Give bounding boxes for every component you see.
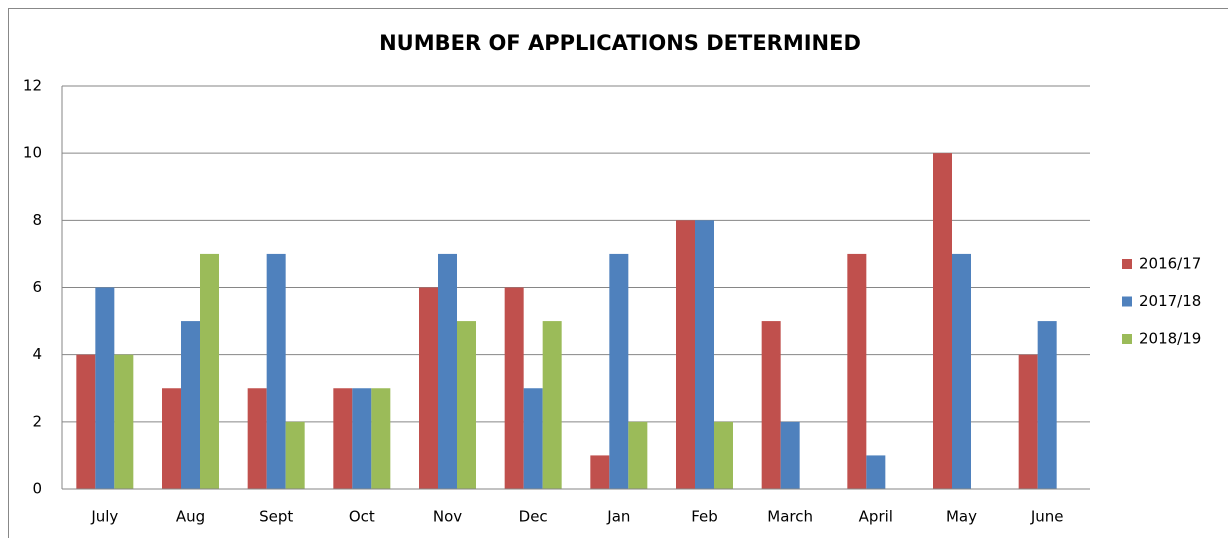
x-tick-label: Feb <box>691 508 718 526</box>
bar <box>866 455 886 489</box>
bar <box>590 455 610 489</box>
y-tick-label: 6 <box>32 278 42 296</box>
bar <box>266 253 286 489</box>
bar <box>371 388 391 489</box>
bar <box>714 421 733 489</box>
bar <box>542 321 562 489</box>
y-tick-label: 2 <box>32 412 42 430</box>
x-tick-label: July <box>90 508 118 526</box>
y-tick-label: 0 <box>32 480 42 498</box>
bar <box>761 321 781 489</box>
legend-swatch <box>1122 296 1132 307</box>
chart-title: NUMBER OF APPLICATIONS DETERMINED <box>379 31 861 55</box>
x-tick-label: March <box>767 508 813 526</box>
bar <box>114 354 134 489</box>
bar <box>780 421 800 489</box>
bar <box>609 253 629 489</box>
bar <box>847 253 867 489</box>
x-tick-label: Sept <box>259 508 293 526</box>
bar <box>1018 354 1038 489</box>
bar <box>628 421 648 489</box>
x-tick-label: Aug <box>176 508 205 526</box>
y-tick-label: 4 <box>32 345 42 363</box>
bar <box>504 287 524 489</box>
bar <box>162 388 181 489</box>
x-tick-label: May <box>946 508 977 526</box>
x-tick-label: Nov <box>433 508 462 526</box>
bar <box>676 220 695 490</box>
legend-label: 2018/19 <box>1139 330 1201 348</box>
bar <box>247 388 267 489</box>
legend-label: 2016/17 <box>1139 255 1201 273</box>
y-tick-label: 12 <box>23 77 42 95</box>
bar <box>1037 321 1057 489</box>
y-tick-label: 8 <box>32 211 42 229</box>
bar <box>200 253 219 489</box>
x-tick-label: Dec <box>519 508 548 526</box>
bar <box>181 321 200 489</box>
bar <box>523 388 543 489</box>
legend-label: 2017/18 <box>1139 292 1201 310</box>
bar <box>285 421 305 489</box>
bar <box>352 388 372 489</box>
x-tick-label: June <box>1030 508 1064 526</box>
bar <box>76 354 96 489</box>
legend-swatch <box>1122 334 1132 344</box>
bar <box>695 220 714 490</box>
x-tick-label: April <box>859 508 893 526</box>
x-tick-label: Oct <box>349 508 375 526</box>
y-tick-label: 10 <box>23 144 42 162</box>
x-tick-label: Jan <box>606 508 630 526</box>
bar <box>457 321 476 489</box>
legend-swatch <box>1122 259 1132 269</box>
bar <box>438 253 457 489</box>
bar <box>333 388 353 489</box>
bar <box>95 287 115 489</box>
bar <box>419 287 438 489</box>
bar <box>952 253 971 489</box>
bar <box>933 153 952 489</box>
